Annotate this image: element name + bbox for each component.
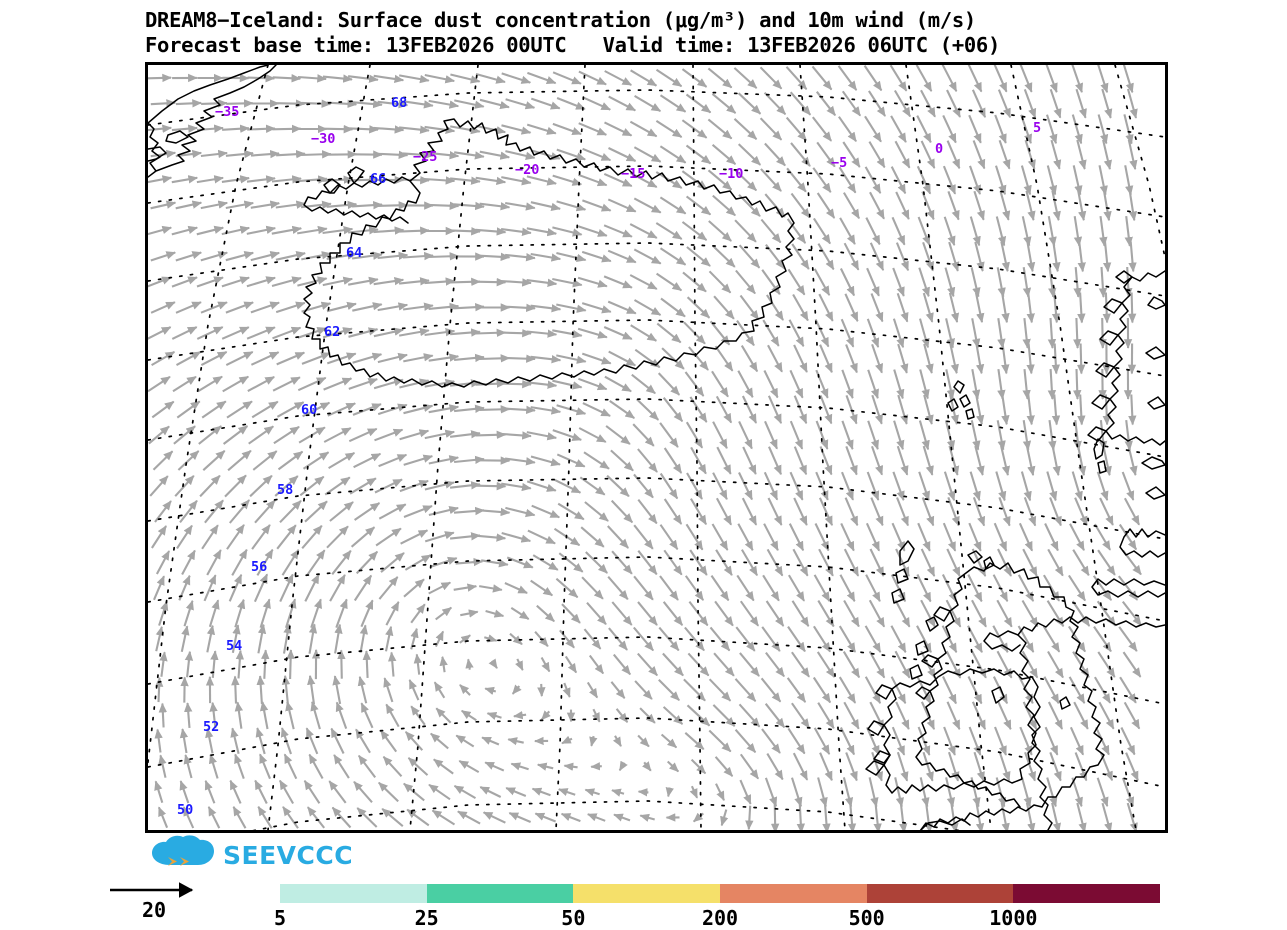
wind-arrow — [302, 103, 331, 104]
wind-arrow — [273, 77, 301, 78]
map-background — [148, 65, 1165, 830]
wind-arrow — [501, 333, 531, 334]
wind-arrow — [276, 103, 304, 104]
page-title: DREAM8−Iceland: Surface dust concentrati… — [145, 8, 1275, 33]
wind-arrow — [1106, 395, 1107, 425]
colorbar-segment-0 — [280, 884, 427, 903]
colorbar-segment-3 — [720, 884, 867, 903]
colorbar-segment-5 — [1013, 884, 1160, 903]
wind-arrow — [505, 358, 535, 359]
longitude-label-3: −20 — [515, 162, 539, 178]
wind-arrow — [301, 154, 331, 155]
colorbar-tick-200: 200 — [702, 906, 738, 930]
latitude-label-2: 64 — [346, 245, 362, 261]
logo-text: SEEVCCC — [223, 841, 353, 870]
wind-arrow — [1132, 293, 1133, 323]
map-panel[interactable]: {} — [145, 62, 1168, 833]
latitude-label-8: 52 — [203, 719, 219, 735]
wind-arrow — [639, 792, 649, 793]
wind-arrow — [176, 103, 201, 104]
wind-arrow — [366, 651, 367, 678]
longitude-label-0: −35 — [215, 104, 239, 120]
latitude-label-6: 56 — [251, 559, 267, 575]
wind-arrow — [1077, 369, 1078, 399]
wind-arrow — [1131, 395, 1132, 425]
longitude-label-2: −25 — [413, 149, 437, 165]
chart-title-block: DREAM8−Iceland: Surface dust concentrati… — [145, 8, 1275, 58]
wind-arrow — [341, 650, 342, 678]
wind-arrow — [1081, 344, 1082, 374]
wind-arrow — [290, 650, 291, 679]
wind-arrow — [476, 486, 506, 487]
latitude-label-3: 62 — [324, 324, 340, 340]
wind-arrow — [162, 704, 163, 728]
longitude-label-4: −15 — [621, 166, 645, 182]
latitude-label-5: 58 — [277, 482, 293, 498]
wind-arrow — [148, 78, 171, 79]
wind-arrow — [591, 766, 602, 767]
wind-arrow — [775, 803, 776, 831]
cloud-icon — [152, 835, 214, 865]
colorbar-tick-1000: 1000 — [989, 906, 1037, 930]
map-canvas: {} — [148, 65, 1165, 830]
latitude-label-9: 50 — [177, 802, 193, 818]
wind-arrow — [1076, 318, 1077, 348]
wind-arrow — [1102, 318, 1103, 348]
colorbar-segment-4 — [867, 884, 1014, 903]
wind-arrow — [541, 684, 542, 696]
wind-arrow — [264, 650, 265, 679]
colorbar-tick-5: 5 — [274, 906, 286, 930]
seevccc-logo[interactable]: SEEVCCC — [148, 835, 363, 875]
wind-arrow — [272, 129, 300, 130]
latitude-label-7: 54 — [226, 638, 242, 654]
colorbar-segment-1 — [427, 884, 574, 903]
chart-subtitle: Forecast base time: 13FEB2026 00UTC Vali… — [145, 33, 1275, 58]
wind-arrow — [235, 676, 236, 703]
wind-arrow — [501, 384, 531, 385]
colorbar-tick-25: 25 — [415, 906, 439, 930]
wind-reference-vector: 20 — [108, 882, 228, 924]
longitude-label-6: −5 — [831, 155, 847, 171]
latitude-label-4: 60 — [301, 402, 317, 418]
colorbar-segment-2 — [573, 884, 720, 903]
colorbar-tick-50: 50 — [561, 906, 585, 930]
colorbar-tick-500: 500 — [849, 906, 885, 930]
latitude-label-1: 66 — [370, 171, 386, 187]
colorbar-strip — [280, 884, 1160, 903]
wind-arrow — [749, 806, 750, 830]
wind-reference-label: 20 — [142, 898, 166, 922]
longitude-label-5: −10 — [719, 166, 743, 182]
longitude-label-1: −30 — [311, 131, 335, 147]
longitude-label-8: 5 — [1033, 120, 1041, 136]
latitude-label-0: 68 — [391, 95, 407, 111]
longitude-label-7: 0 — [935, 141, 943, 157]
